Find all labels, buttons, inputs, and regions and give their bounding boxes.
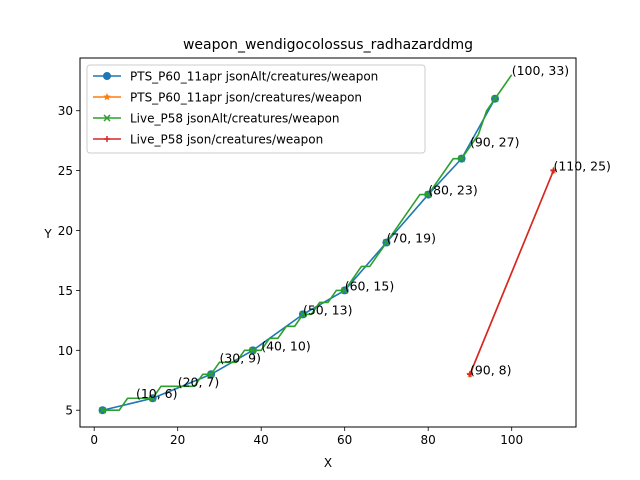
y-tick-label: 10 xyxy=(58,344,73,358)
y-tick-label: 25 xyxy=(58,164,73,178)
legend-marker xyxy=(104,136,110,142)
legend-label: PTS_P60_11apr json/creatures/weapon xyxy=(130,91,362,105)
data-label: (50, 13) xyxy=(303,302,353,317)
data-point xyxy=(491,95,499,103)
data-point xyxy=(466,371,473,378)
legend-item: Live_P58 json/creatures/weapon xyxy=(93,133,323,147)
x-tick-label: 60 xyxy=(337,433,352,447)
x-tick-label: 0 xyxy=(90,433,98,447)
x-axis-label: X xyxy=(324,456,332,470)
series-4 xyxy=(466,167,557,378)
data-point xyxy=(458,155,466,163)
data-label: (110, 25) xyxy=(553,159,610,174)
chart-title: weapon_wendigocolossus_radhazarddmg xyxy=(183,37,473,53)
legend-label: PTS_P60_11apr jsonAlt/creatures/weapon xyxy=(130,70,378,84)
data-label: (30, 9) xyxy=(219,350,261,365)
data-label: (90, 27) xyxy=(470,135,520,150)
x-tick-label: 40 xyxy=(254,433,269,447)
plot-frame xyxy=(79,57,577,428)
legend-label: Live_P58 json/creatures/weapon xyxy=(130,133,323,147)
x-tick-label: 100 xyxy=(500,433,523,447)
legend-marker xyxy=(103,114,111,122)
data-point xyxy=(424,191,432,199)
legend-marker xyxy=(103,92,111,101)
annotation-layer: (10, 6)(20, 7) (30, 9)(40, 10) (50, 13) (60… xyxy=(136,63,611,401)
legend-item: PTS_P60_11apr jsonAlt/creatures/weapon xyxy=(93,70,378,84)
data-label: (90, 8) xyxy=(470,362,512,377)
legend: PTS_P60_11apr jsonAlt/creatures/weapon PT… xyxy=(86,64,426,154)
legend-item: PTS_P60_11apr json/creatures/weapon xyxy=(93,91,362,105)
series-line xyxy=(102,74,513,412)
y-tick-label: 20 xyxy=(58,224,73,238)
legend-box xyxy=(86,64,426,154)
y-axis-label: Y xyxy=(43,227,52,241)
x-axis: 0 20 40 60 80 100 xyxy=(90,427,523,447)
data-label: (10, 6) xyxy=(136,386,178,401)
data-point xyxy=(207,370,215,378)
data-point xyxy=(99,406,107,414)
data-point xyxy=(550,167,557,174)
data-point xyxy=(382,238,390,247)
data-label: (20, 7) xyxy=(178,374,220,389)
data-point xyxy=(149,394,157,402)
legend-marker xyxy=(103,72,111,80)
data-label: (80, 23) xyxy=(428,183,478,198)
legend-label: Live_P58 jsonAlt/creatures/weapon xyxy=(130,112,339,126)
data-label: (100, 33) xyxy=(512,63,569,78)
data-point xyxy=(249,346,257,354)
y-tick-label: 30 xyxy=(58,104,73,118)
x-tick-label: 80 xyxy=(421,433,436,447)
legend-item: Live_P58 jsonAlt/creatures/weapon xyxy=(93,112,339,126)
data-label: (60, 15) xyxy=(345,278,395,293)
y-tick-label: 15 xyxy=(58,284,73,298)
x-tick-label: 20 xyxy=(170,433,185,447)
data-point xyxy=(341,286,349,294)
y-axis: 5 10 15 20 25 30 xyxy=(58,104,80,418)
series-3 xyxy=(99,74,513,414)
y-tick-label: 5 xyxy=(65,404,73,418)
series-line xyxy=(469,170,555,375)
series-layer xyxy=(98,74,558,415)
data-label: (40, 10) xyxy=(261,338,311,353)
data-label: (70, 19) xyxy=(386,231,436,246)
data-point xyxy=(299,310,307,318)
